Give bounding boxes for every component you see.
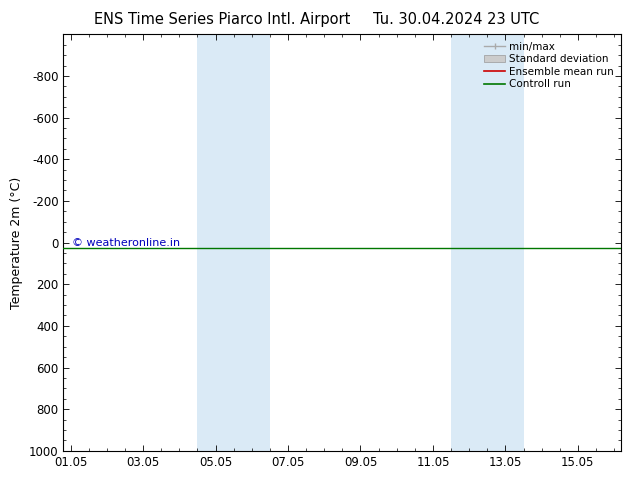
Text: Tu. 30.04.2024 23 UTC: Tu. 30.04.2024 23 UTC [373,12,540,27]
Text: © weatheronline.in: © weatheronline.in [72,238,180,247]
Text: ENS Time Series Piarco Intl. Airport: ENS Time Series Piarco Intl. Airport [94,12,350,27]
Bar [451,34,488,451]
Bar [488,34,524,451]
Bar [234,34,270,451]
Y-axis label: Temperature 2m (°C): Temperature 2m (°C) [10,176,23,309]
Bar [197,34,234,451]
Legend: min/max, Standard deviation, Ensemble mean run, Controll run: min/max, Standard deviation, Ensemble me… [482,40,616,92]
